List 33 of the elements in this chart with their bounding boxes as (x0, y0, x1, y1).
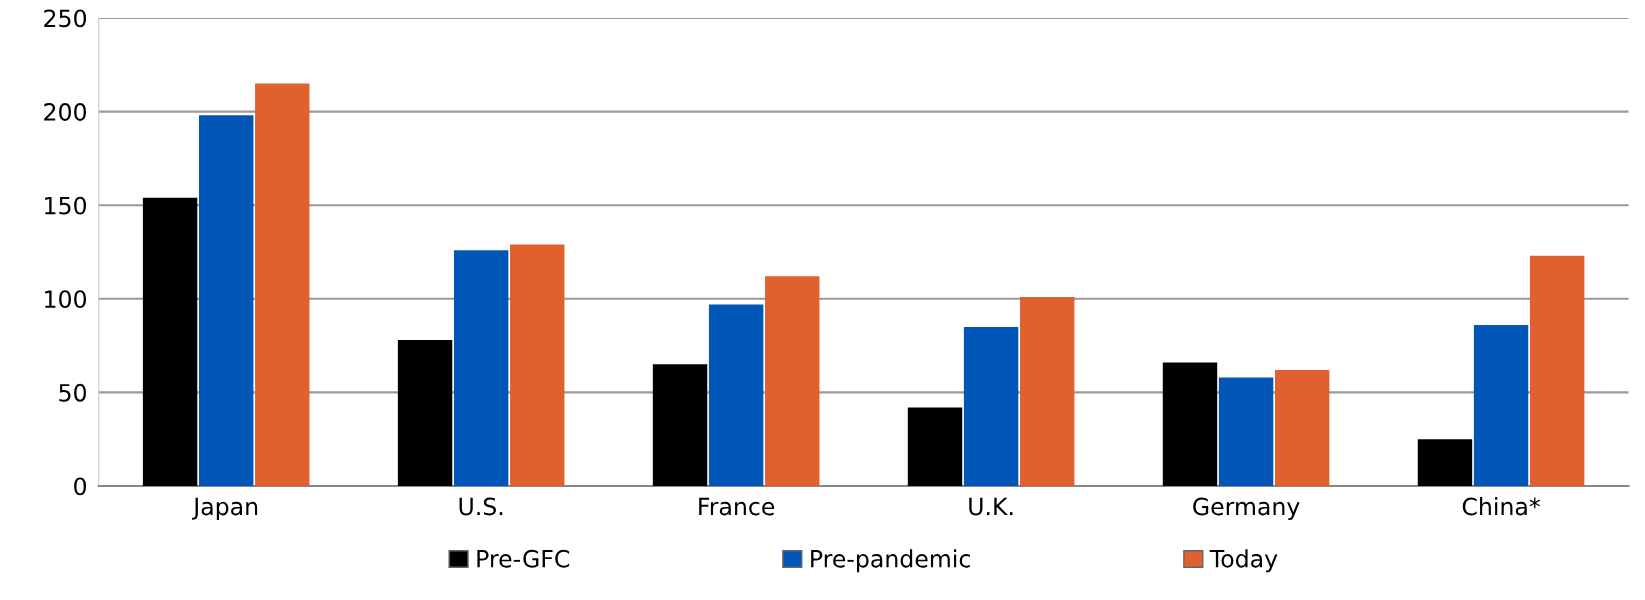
legend-label: Pre-pandemic (811, 549, 970, 573)
bar (1218, 377, 1274, 486)
bar (142, 197, 198, 486)
bar (708, 304, 764, 486)
y-tick-label: 50 (59, 383, 87, 402)
bar (765, 276, 820, 486)
y-tick-label: 150 (45, 196, 87, 215)
y-tick-label: 200 (44, 103, 87, 121)
bar (1417, 439, 1473, 486)
bar (1274, 369, 1330, 486)
bar (1473, 325, 1529, 486)
bar (1529, 255, 1585, 486)
legend-label: Pre-GFC (477, 549, 570, 568)
y-tick-label: 250 (44, 9, 87, 28)
bar (198, 115, 254, 486)
x-tick-label: Germany (1193, 497, 1300, 520)
legend-label: Today (1209, 549, 1278, 573)
x-tick-label: U.S. (459, 497, 503, 516)
bar (907, 407, 963, 486)
y-tick-label: 100 (45, 290, 87, 309)
bar (1162, 362, 1218, 486)
bar (453, 250, 509, 486)
bar (1020, 296, 1075, 486)
bar (397, 339, 453, 486)
bar (652, 364, 708, 486)
bar (510, 244, 565, 486)
bar (255, 83, 310, 486)
x-tick-label: France (699, 497, 775, 516)
x-tick-label: China* (1462, 497, 1540, 516)
y-tick-label: 0 (74, 477, 87, 496)
x-tick-label: U.K. (969, 497, 1013, 516)
x-tick-label: Japan (192, 497, 258, 520)
bar (963, 326, 1019, 486)
